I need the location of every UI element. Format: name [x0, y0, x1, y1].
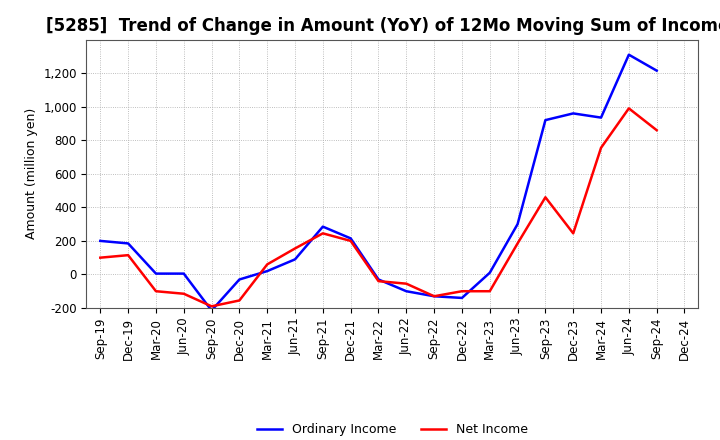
Ordinary Income	[96, 238, 104, 244]
Net Income	[485, 289, 494, 294]
Ordinary Income	[652, 68, 661, 73]
Net Income	[207, 304, 216, 309]
Net Income	[96, 255, 104, 260]
Ordinary Income	[318, 224, 327, 229]
Net Income	[402, 281, 410, 286]
Net Income	[318, 231, 327, 236]
Net Income	[541, 194, 550, 200]
Ordinary Income	[458, 295, 467, 301]
Net Income	[597, 145, 606, 150]
Ordinary Income	[346, 236, 355, 241]
Net Income	[179, 291, 188, 297]
Net Income	[235, 298, 243, 303]
Net Income	[291, 246, 300, 251]
Net Income	[458, 289, 467, 294]
Net Income	[430, 293, 438, 299]
Title: [5285]  Trend of Change in Amount (YoY) of 12Mo Moving Sum of Incomes: [5285] Trend of Change in Amount (YoY) o…	[46, 17, 720, 35]
Ordinary Income	[624, 52, 633, 57]
Ordinary Income	[207, 308, 216, 313]
Ordinary Income	[597, 115, 606, 120]
Net Income	[513, 241, 522, 246]
Line: Net Income: Net Income	[100, 108, 657, 306]
Net Income	[624, 106, 633, 111]
Ordinary Income	[430, 293, 438, 299]
Net Income	[569, 231, 577, 236]
Ordinary Income	[569, 111, 577, 116]
Y-axis label: Amount (million yen): Amount (million yen)	[24, 108, 37, 239]
Net Income	[346, 238, 355, 244]
Net Income	[152, 289, 161, 294]
Line: Ordinary Income: Ordinary Income	[100, 55, 657, 311]
Ordinary Income	[513, 221, 522, 227]
Ordinary Income	[541, 117, 550, 123]
Ordinary Income	[124, 241, 132, 246]
Ordinary Income	[235, 277, 243, 282]
Net Income	[263, 262, 271, 267]
Ordinary Income	[291, 257, 300, 262]
Net Income	[652, 128, 661, 133]
Net Income	[374, 279, 383, 284]
Ordinary Income	[374, 277, 383, 282]
Ordinary Income	[485, 270, 494, 275]
Ordinary Income	[263, 268, 271, 274]
Ordinary Income	[402, 289, 410, 294]
Ordinary Income	[179, 271, 188, 276]
Net Income	[124, 253, 132, 258]
Ordinary Income	[152, 271, 161, 276]
Legend: Ordinary Income, Net Income: Ordinary Income, Net Income	[252, 418, 533, 440]
